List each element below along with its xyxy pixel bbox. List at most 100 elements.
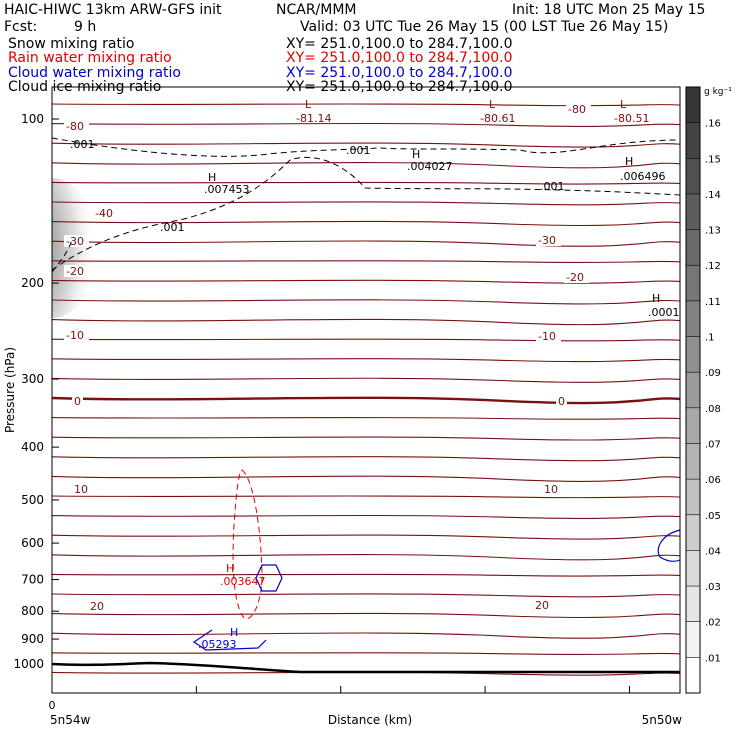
- ice-contour-label: .001: [160, 221, 185, 234]
- isotherm-label: 0: [558, 395, 565, 408]
- colorbar-swatch: [686, 372, 700, 408]
- colorbar-tick-label: .06: [705, 475, 721, 486]
- extremum-H: H: [412, 148, 420, 161]
- isotherm-line: [52, 318, 680, 326]
- cloud-water-contour-low: [192, 629, 267, 651]
- extremum-L: L: [620, 98, 627, 111]
- isotherm-line: [52, 456, 680, 462]
- isotherm-line: [52, 142, 680, 148]
- valid-time: Valid: 03 UTC Tue 26 May 15 (00 LST Tue …: [300, 19, 669, 35]
- extremum-H: H: [625, 155, 633, 168]
- isotherm-label-bg: [64, 265, 89, 277]
- colorbar-swatch: [686, 657, 700, 693]
- extremum-value: .004027: [407, 160, 453, 173]
- extremum-value: .05293: [198, 638, 237, 651]
- isotherm-line: [52, 201, 680, 206]
- isotherm-label-bg: [556, 395, 567, 407]
- isotherm-label: -20: [66, 265, 84, 278]
- isotherm-label-bg: [533, 599, 551, 611]
- isotherm-line: [52, 220, 680, 227]
- extremum-value: .003647: [220, 575, 266, 588]
- colorbar-tick-label: .05: [705, 511, 721, 522]
- isotherm-label: -30: [538, 234, 556, 247]
- colorbar-swatch: [686, 479, 700, 515]
- isotherm-label: 20: [90, 600, 104, 613]
- isotherm-label: 10: [544, 483, 558, 496]
- isotherm-line: [52, 240, 680, 247]
- isotherm-label-bg: [72, 483, 90, 495]
- colorbar-swatch: [686, 621, 700, 658]
- isotherm-line: [52, 514, 680, 519]
- field-xy-snow: XY= 251.0,100.0 to 284.7,100.0: [286, 36, 513, 52]
- snow-shading: [52, 178, 98, 318]
- extremum-H: H: [226, 562, 234, 575]
- isotherm-label-bg: [542, 483, 560, 495]
- colorbar-tick-label: .07: [705, 439, 721, 450]
- isotherm-label: -40: [95, 207, 113, 220]
- extremum-H: H: [208, 171, 216, 184]
- colorbar-tick-label: .14: [705, 190, 721, 201]
- y-tick-label: 900: [21, 632, 44, 646]
- extremum-H: H: [652, 292, 660, 305]
- colorbar-frame: [685, 86, 701, 694]
- colorbar-swatch: [686, 300, 700, 337]
- colorbar-tick-label: .11: [705, 297, 721, 308]
- init-time: Init: 18 UTC Mon 25 May 15: [512, 2, 706, 18]
- isotherm-label: 10: [74, 483, 88, 496]
- y-tick-label: 800: [21, 604, 44, 618]
- org-label: NCAR/MMM: [276, 2, 357, 18]
- y-tick-label: 300: [21, 372, 44, 386]
- colorbar-tick-label: .13: [705, 226, 721, 237]
- isotherm-line: [52, 612, 680, 619]
- y-tick-label: 100: [21, 112, 44, 126]
- isotherm-line: [52, 279, 680, 284]
- isotherm-label: -10: [538, 330, 556, 343]
- ice-contour-left: [52, 239, 73, 273]
- x-left-label: 5n54w: [50, 713, 91, 727]
- isotherm-line: [52, 573, 680, 577]
- colorbar-tick-label: .1: [705, 333, 715, 344]
- fcst-value: 9 h: [74, 19, 97, 35]
- isotherm-label-bg: [64, 120, 89, 132]
- isotherm-line: [52, 436, 680, 441]
- extremum-value: .0001: [648, 306, 680, 319]
- colorbar-swatch: [686, 265, 700, 301]
- y-tick-label: 1000: [13, 657, 44, 671]
- isotherm-line: [52, 554, 680, 561]
- isotherm-label: 20: [535, 599, 549, 612]
- colorbar-swatch: [686, 336, 700, 373]
- y-tick-label: 600: [21, 536, 44, 550]
- extremum-value: .006496: [620, 170, 666, 183]
- isotherm-line: [52, 181, 680, 185]
- colorbar-tick-label: .16: [705, 119, 721, 130]
- isotherm-line: [52, 338, 680, 342]
- ice-contour-bottom: [52, 156, 680, 271]
- isotherm-label-bg: [93, 207, 118, 219]
- colorbar-tick-label: .15: [705, 154, 721, 165]
- colorbar-swatch: [686, 586, 700, 622]
- isotherm-label-bg: [536, 234, 561, 246]
- y-tick-label: 200: [21, 276, 44, 290]
- isotherm-label-bg: [72, 395, 83, 407]
- extremum-H: H: [230, 626, 238, 639]
- isotherm-line: [52, 103, 680, 107]
- terrain-line: [51, 661, 680, 674]
- field-name-snow: Snow mixing ratio: [8, 36, 135, 52]
- extremum-L: L: [489, 98, 496, 111]
- ice-contour-label: .001: [540, 180, 565, 193]
- y-tick-label: 400: [21, 440, 44, 454]
- fcst-label: Fcst:: [4, 19, 38, 35]
- ice-contour-label: .001: [70, 138, 95, 151]
- colorbar-swatch: [686, 550, 700, 587]
- isotherm-label: -80: [66, 120, 84, 133]
- extremum-L: L: [305, 98, 312, 111]
- colorbar-tick-label: .08: [705, 404, 721, 415]
- x-axis-title: Distance (km): [328, 713, 412, 727]
- isotherm-line: [52, 416, 680, 420]
- isotherm-label: -10: [66, 329, 84, 342]
- isotherm-line: [52, 534, 680, 540]
- colorbar-swatch: [686, 443, 700, 480]
- isotherm-line: [52, 652, 680, 656]
- colorbar-swatch: [686, 193, 700, 230]
